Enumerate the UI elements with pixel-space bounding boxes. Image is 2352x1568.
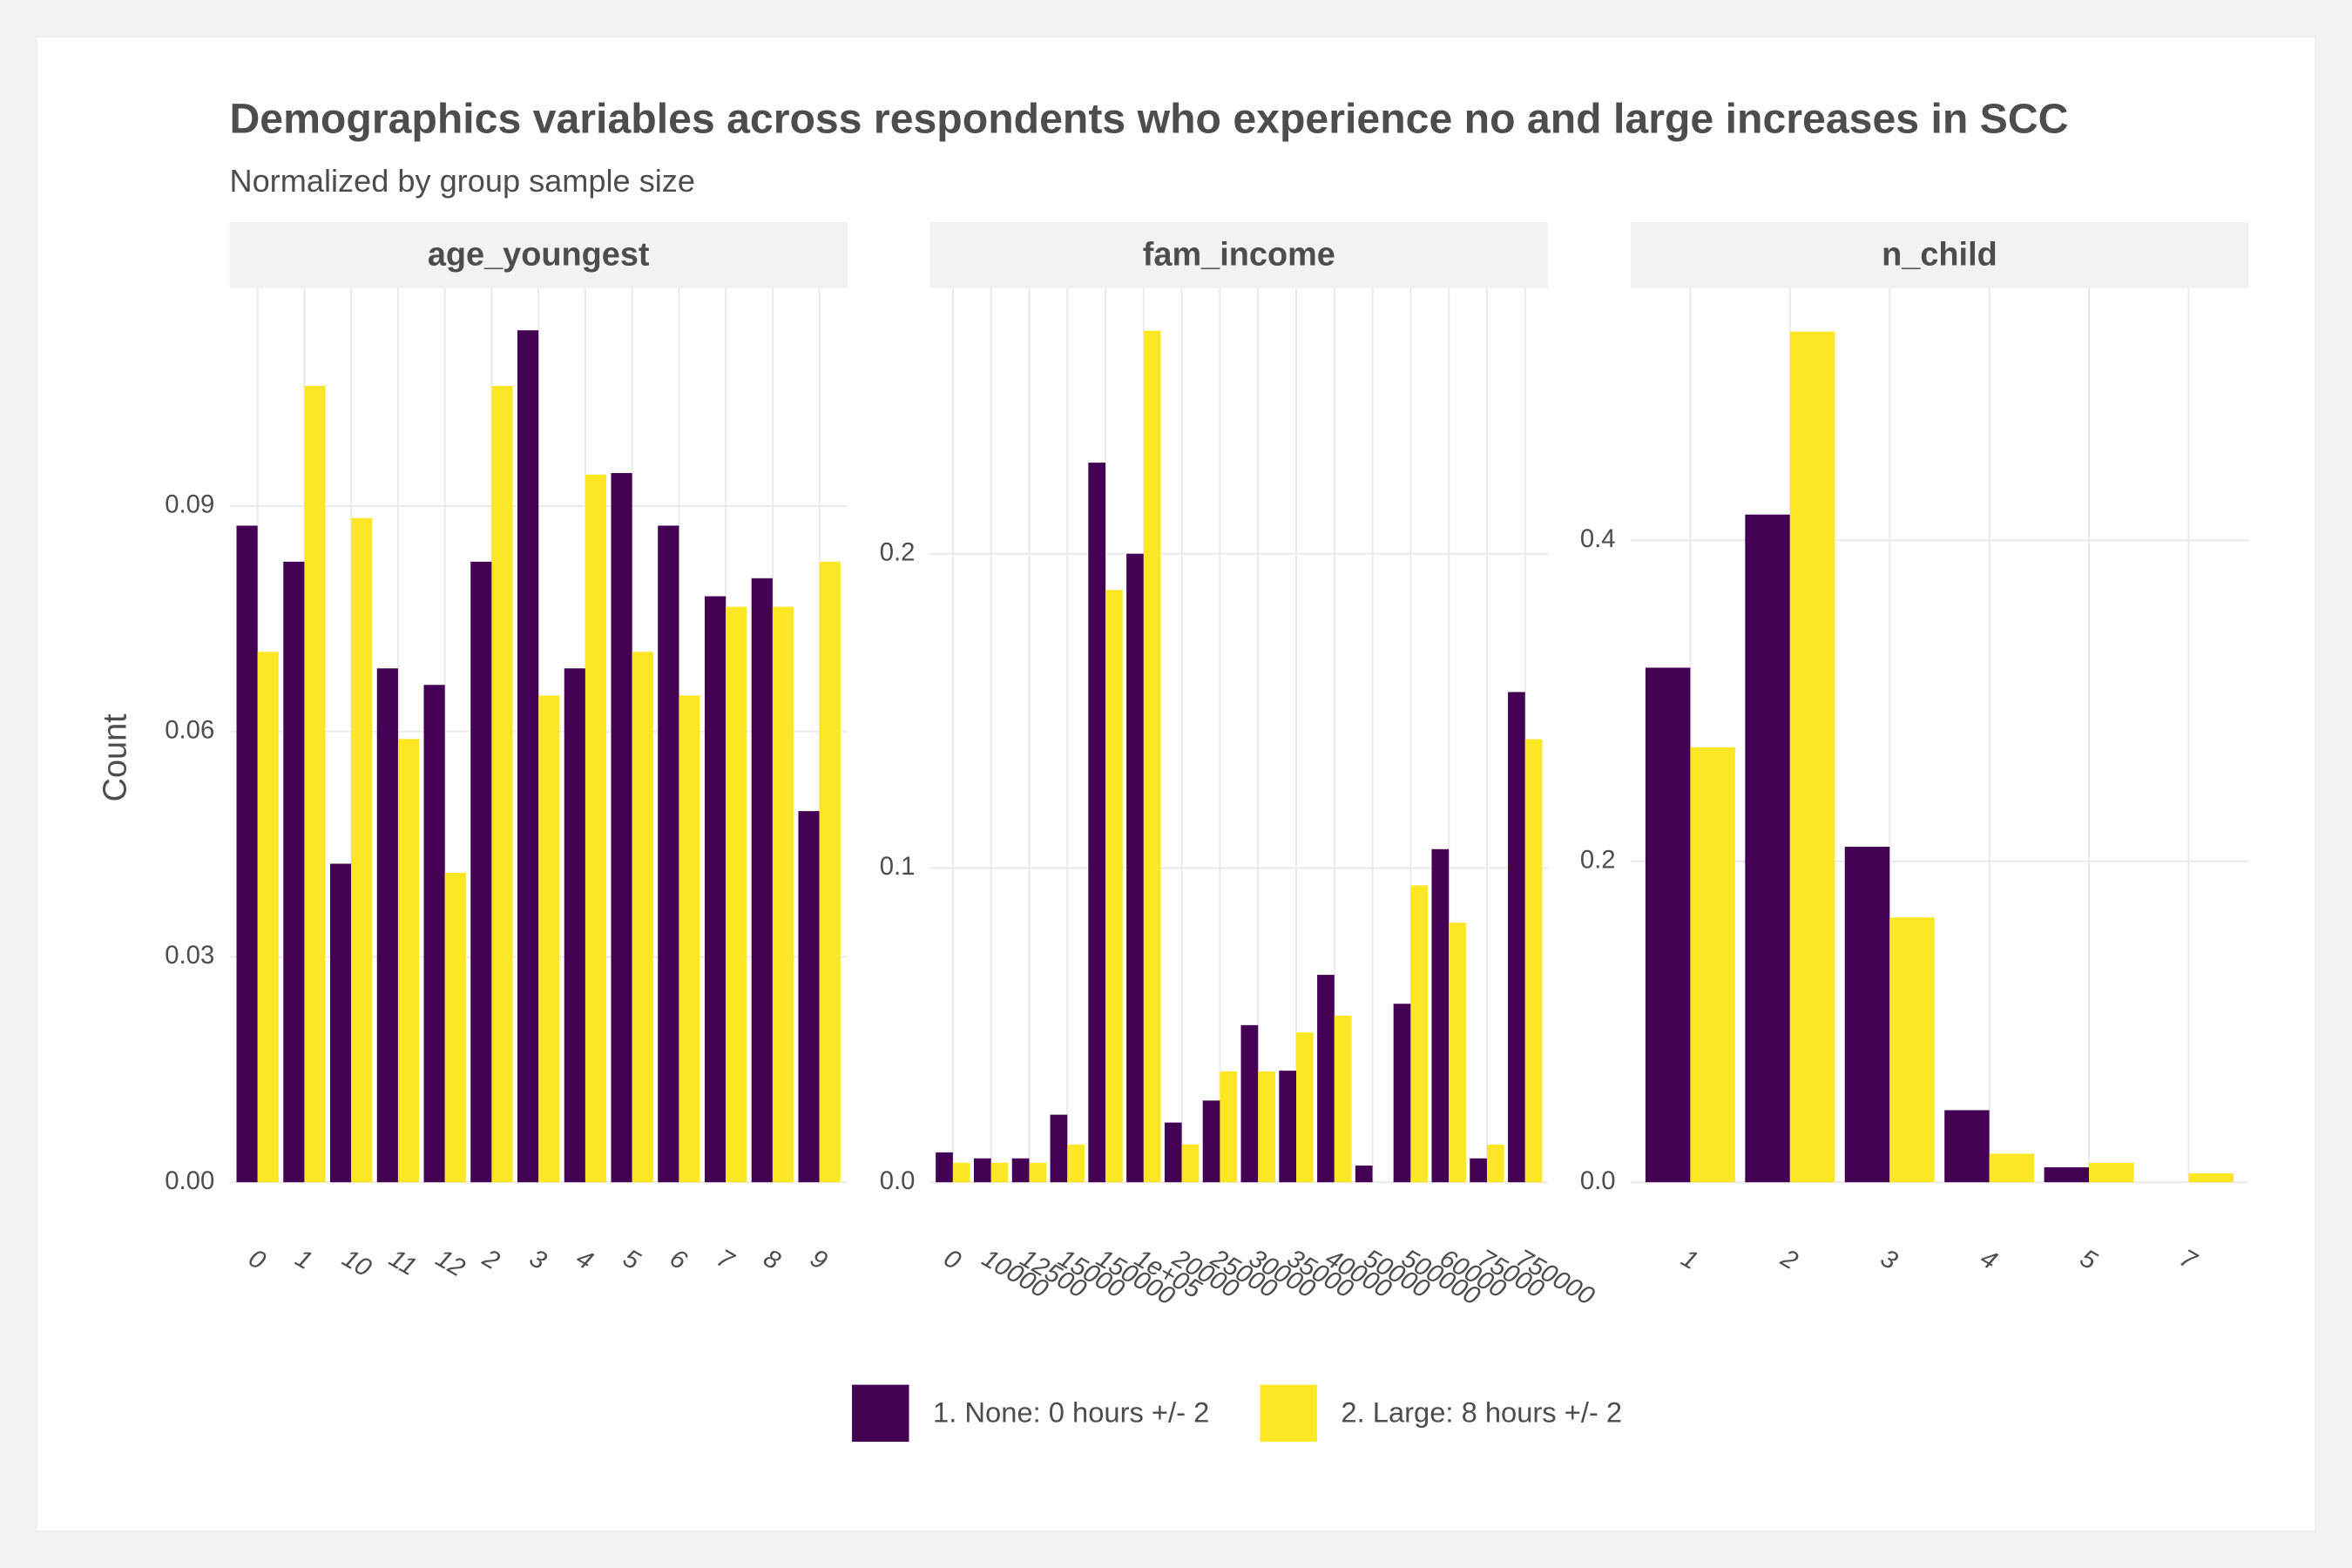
bar: [491, 386, 513, 1183]
bar: [1279, 1071, 1297, 1183]
bar: [283, 561, 305, 1183]
bar: [1088, 463, 1106, 1183]
bar: [1240, 1024, 1259, 1183]
bar: [679, 695, 700, 1183]
bar: [973, 1158, 991, 1183]
bar: [632, 652, 653, 1183]
facet-label: age_youngest: [428, 237, 650, 274]
bar: [1067, 1144, 1085, 1183]
bar: [1334, 1015, 1352, 1183]
bar: [444, 872, 466, 1183]
bar: [257, 652, 279, 1183]
bar: [1944, 1110, 1990, 1183]
bar: [1143, 330, 1161, 1183]
bar: [990, 1162, 1009, 1183]
bar: [1355, 1166, 1373, 1183]
bar: [772, 606, 794, 1183]
bar: [704, 596, 727, 1183]
bar: [397, 739, 420, 1183]
bar: [1789, 331, 1835, 1183]
bar: [1393, 1004, 1411, 1183]
bar: [658, 525, 679, 1183]
bar: [1989, 1153, 2035, 1183]
bar: [1844, 847, 1890, 1183]
bar: [423, 685, 445, 1183]
bar: [304, 386, 326, 1183]
bar: [2188, 1173, 2234, 1183]
bar: [1889, 917, 1935, 1183]
bar: [470, 561, 492, 1183]
bar: [952, 1162, 970, 1183]
bar: [1258, 1071, 1275, 1183]
bar: [1202, 1100, 1220, 1183]
y-tick-label: 0.1: [880, 853, 916, 881]
bar: [1050, 1114, 1068, 1183]
bar: [330, 863, 352, 1183]
bar: [798, 811, 820, 1183]
bar: [1126, 553, 1144, 1183]
facet-strip: [929, 222, 1549, 288]
bar: [1410, 885, 1429, 1183]
y-tick-label: 0.2: [1580, 846, 1616, 874]
bar: [351, 517, 373, 1183]
bar: [1164, 1122, 1182, 1183]
y-axis-label: Count: [97, 713, 133, 802]
facet-strip: [1630, 222, 2249, 288]
bar: [1011, 1158, 1030, 1183]
bar: [517, 330, 539, 1183]
bar: [236, 525, 258, 1183]
y-tick-label: 0.0: [1580, 1167, 1616, 1195]
bar: [1431, 848, 1450, 1183]
y-tick-label: 0.03: [165, 942, 214, 970]
legend-label: 1. None: 0 hours +/- 2: [933, 1396, 1209, 1429]
bar: [1524, 739, 1543, 1183]
bar: [1508, 692, 1525, 1183]
bar: [1470, 1158, 1487, 1183]
bar: [2089, 1162, 2134, 1183]
chart-title: Demographics variables across respondent…: [229, 95, 2068, 142]
y-tick-label: 0.06: [165, 716, 214, 744]
bar: [585, 474, 607, 1183]
chart-subtitle: Normalized by group sample size: [229, 163, 695, 199]
bar: [1486, 1144, 1504, 1183]
bar: [1745, 514, 1790, 1183]
bar: [1690, 747, 1735, 1183]
bar: [819, 561, 841, 1183]
y-tick-label: 0.00: [165, 1167, 214, 1195]
facet-label: n_child: [1882, 237, 1997, 274]
bar: [1181, 1144, 1200, 1183]
y-tick-label: 0.4: [1580, 525, 1616, 553]
bar: [1220, 1071, 1238, 1183]
y-tick-label: 0.09: [165, 491, 214, 519]
legend-swatch: [1260, 1384, 1317, 1443]
bar: [611, 473, 632, 1183]
y-tick-label: 0.2: [880, 538, 916, 566]
bar: [1317, 975, 1335, 1183]
bar: [564, 668, 585, 1183]
bar: [936, 1152, 953, 1183]
facet-strip: [229, 222, 848, 288]
bar: [726, 606, 747, 1183]
facet-label: fam_income: [1143, 237, 1335, 274]
bar: [2044, 1167, 2090, 1183]
bar: [376, 668, 398, 1183]
bar: [1296, 1032, 1314, 1183]
legend-label: 2. Large: 8 hours +/- 2: [1341, 1396, 1622, 1429]
bar: [1645, 667, 1691, 1183]
bar: [1029, 1162, 1047, 1183]
legend-swatch: [852, 1384, 909, 1443]
y-tick-label: 0.0: [880, 1167, 916, 1195]
bar: [538, 695, 560, 1183]
bar: [1449, 923, 1466, 1183]
bar: [1105, 590, 1123, 1183]
bar: [751, 578, 773, 1183]
